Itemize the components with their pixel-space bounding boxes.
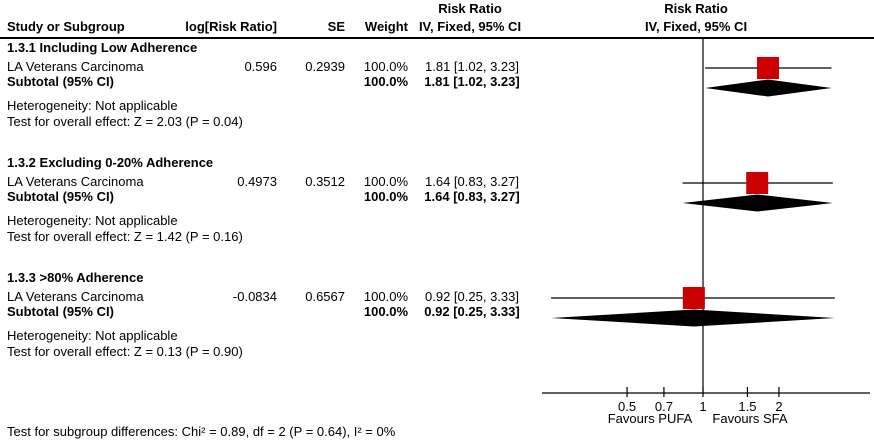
study-se: 0.3512 <box>305 174 345 189</box>
col-header-weight: Weight <box>364 19 408 34</box>
subtotal-ci: 1.81 [1.02, 3.23] <box>424 74 520 89</box>
favours-left-label: Favours PUFA <box>607 411 693 426</box>
subtotal-ci: 1.64 [0.83, 3.27] <box>424 189 520 204</box>
subgroup-heading: 1.3.2 Excluding 0-20% Adherence <box>7 155 214 170</box>
axis-tick-label: 1 <box>699 399 707 414</box>
overall-effect-test: Test for overall effect: Z = 1.42 (P = 0… <box>7 229 243 244</box>
subtotal-weight: 100.0% <box>363 189 408 204</box>
subtotal-label: Subtotal (95% CI) <box>7 189 114 204</box>
study-ci: 0.92 [0.25, 3.33] <box>425 289 519 304</box>
axis-tick-label: 0.7 <box>654 399 673 414</box>
subtotal-diamond <box>551 309 835 327</box>
col-header-study: Study or Subgroup <box>7 19 125 34</box>
study-log-rr: 0.596 <box>244 59 277 74</box>
study-weight: 100.0% <box>363 289 408 304</box>
study-weight: 100.0% <box>363 59 408 74</box>
heterogeneity-note: Heterogeneity: Not applicable <box>7 98 178 113</box>
effect-marker <box>746 172 769 194</box>
study-log-rr: 0.4973 <box>237 174 277 189</box>
subgroup-heading: 1.3.3 >80% Adherence <box>7 270 144 285</box>
overall-effect-test: Test for overall effect: Z = 0.13 (P = 0… <box>7 344 243 359</box>
heterogeneity-note: Heterogeneity: Not applicable <box>7 328 178 343</box>
subtotal-label: Subtotal (95% CI) <box>7 304 114 319</box>
study-name: LA Veterans Carcinoma <box>7 289 144 304</box>
subtotal-weight: 100.0% <box>363 74 408 89</box>
study-log-rr: -0.0834 <box>232 289 277 304</box>
subtotal-diamond <box>705 79 832 97</box>
study-name: LA Veterans Carcinoma <box>7 174 144 189</box>
axis-tick-label: 0.5 <box>618 399 637 414</box>
effect-marker <box>682 287 705 309</box>
plot-header-effect-method: IV, Fixed, 95% CI <box>644 19 748 34</box>
study-weight: 100.0% <box>363 174 408 189</box>
overall-effect-test: Test for overall effect: Z = 2.03 (P = 0… <box>7 114 243 129</box>
subtotal-ci: 0.92 [0.25, 3.33] <box>424 304 520 319</box>
subgroup-heading: 1.3.1 Including Low Adherence <box>7 40 198 55</box>
study-se: 0.6567 <box>305 289 345 304</box>
col-header-effect-method: IV, Fixed, 95% CI <box>418 19 522 34</box>
plot-column-title: Risk Ratio <box>664 1 728 16</box>
subtotal-label: Subtotal (95% CI) <box>7 74 114 89</box>
subgroup-difference-test: Test for subgroup differences: Chi² = 0.… <box>7 424 396 439</box>
col-header-log-rr: log[Risk Ratio] <box>185 19 277 34</box>
favours-right-label: Favours SFA <box>712 411 788 426</box>
subtotal-weight: 100.0% <box>363 304 408 319</box>
effect-marker <box>757 57 780 79</box>
study-ci: 1.64 [0.83, 3.27] <box>425 174 519 189</box>
study-name: LA Veterans Carcinoma <box>7 59 144 74</box>
col-header-se: SE <box>327 19 345 34</box>
header-divider <box>0 37 874 39</box>
heterogeneity-note: Heterogeneity: Not applicable <box>7 213 178 228</box>
effect-column-title: Risk Ratio <box>438 1 502 16</box>
axis-tick-label: 1.5 <box>738 399 757 414</box>
axis-tick-label: 2 <box>775 399 783 414</box>
study-ci: 1.81 [1.02, 3.23] <box>425 59 519 74</box>
subtotal-diamond <box>682 194 833 212</box>
study-se: 0.2939 <box>305 59 345 74</box>
